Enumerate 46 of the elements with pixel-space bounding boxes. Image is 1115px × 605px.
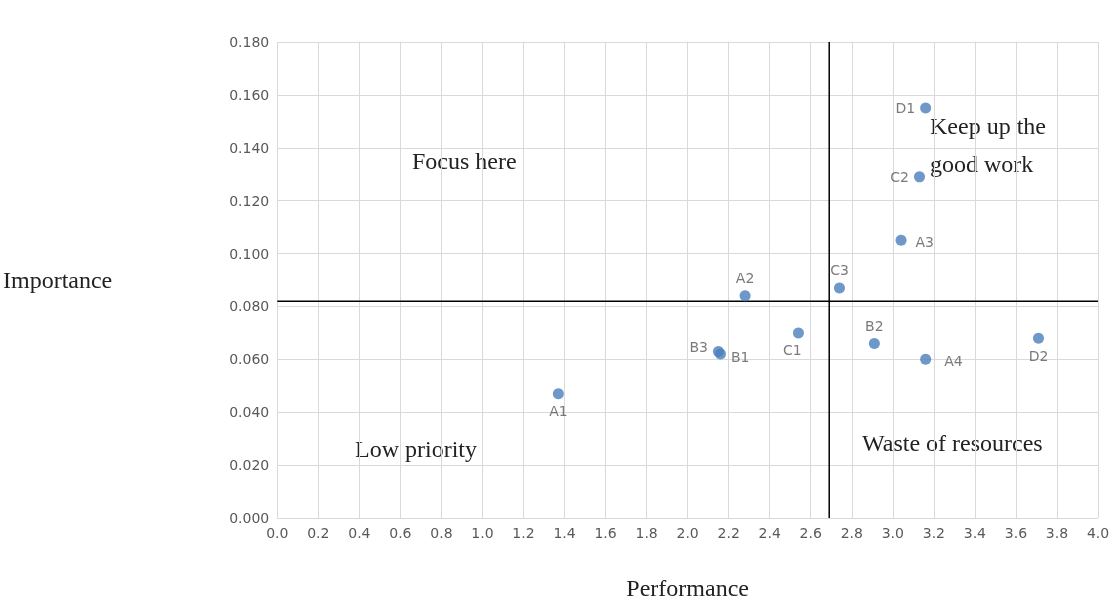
x-tick-label: 3.2 (922, 525, 945, 541)
x-tick-label: 2.4 (758, 525, 781, 541)
series-label: A3 (915, 234, 935, 251)
series-label: C3 (830, 262, 849, 279)
series-label: B1 (730, 349, 750, 366)
x-tick-label: 2.0 (676, 525, 699, 541)
x-tick-label: 1.4 (553, 525, 576, 541)
x-tick-label: 3.8 (1045, 525, 1069, 541)
y-tick-label: 0.060 (229, 351, 270, 368)
x-tick-label: 2.8 (840, 525, 863, 541)
y-tick-label: 0.160 (229, 86, 270, 103)
x-tick-label: 0.0 (266, 525, 289, 541)
series-label: A2 (735, 270, 755, 287)
y-tick-label: 0.120 (229, 192, 270, 209)
series-label: A1 (549, 403, 568, 420)
series-label: B3 (689, 339, 708, 356)
series-label: C1 (783, 342, 802, 359)
x-tick-label: 1.6 (594, 525, 617, 541)
x-axis-title: Performance (626, 575, 749, 601)
series-label: D1 (895, 100, 916, 117)
y-tick-label: 0.040 (229, 404, 270, 421)
x-tick-label: 0.8 (430, 525, 453, 541)
x-tick-label: 0.6 (389, 525, 412, 541)
x-tick-label: 0.4 (348, 525, 371, 541)
x-tick-label: 3.4 (963, 525, 987, 541)
x-tick-label: 0.2 (307, 525, 330, 541)
y-axis-title: Importance (3, 267, 113, 293)
x-tick-label: 3.0 (881, 525, 904, 541)
x-tick-label: 1.0 (471, 525, 494, 541)
series-label: B2 (865, 317, 884, 334)
y-tick-label: 0.100 (229, 245, 270, 262)
x-tick-label: 2.6 (799, 525, 822, 541)
x-tick-label: 1.8 (635, 525, 658, 541)
y-tick-label: 0.180 (229, 34, 270, 50)
y-tick-label: 0.000 (229, 510, 270, 526)
y-tick-label: 0.020 (229, 457, 270, 474)
y-tick-label: 0.140 (229, 139, 270, 156)
series-label: C2 (890, 168, 909, 185)
annotation: Focus here (412, 148, 517, 174)
series-label: D2 (1028, 347, 1049, 364)
x-tick-label: 2.2 (717, 525, 740, 541)
series-label: A4 (944, 353, 963, 370)
x-tick-label: 4.0 (1086, 525, 1110, 541)
x-tick-label: 1.2 (512, 525, 535, 541)
x-tick-label: 3.6 (1004, 525, 1028, 541)
y-tick-label: 0.080 (229, 298, 270, 315)
